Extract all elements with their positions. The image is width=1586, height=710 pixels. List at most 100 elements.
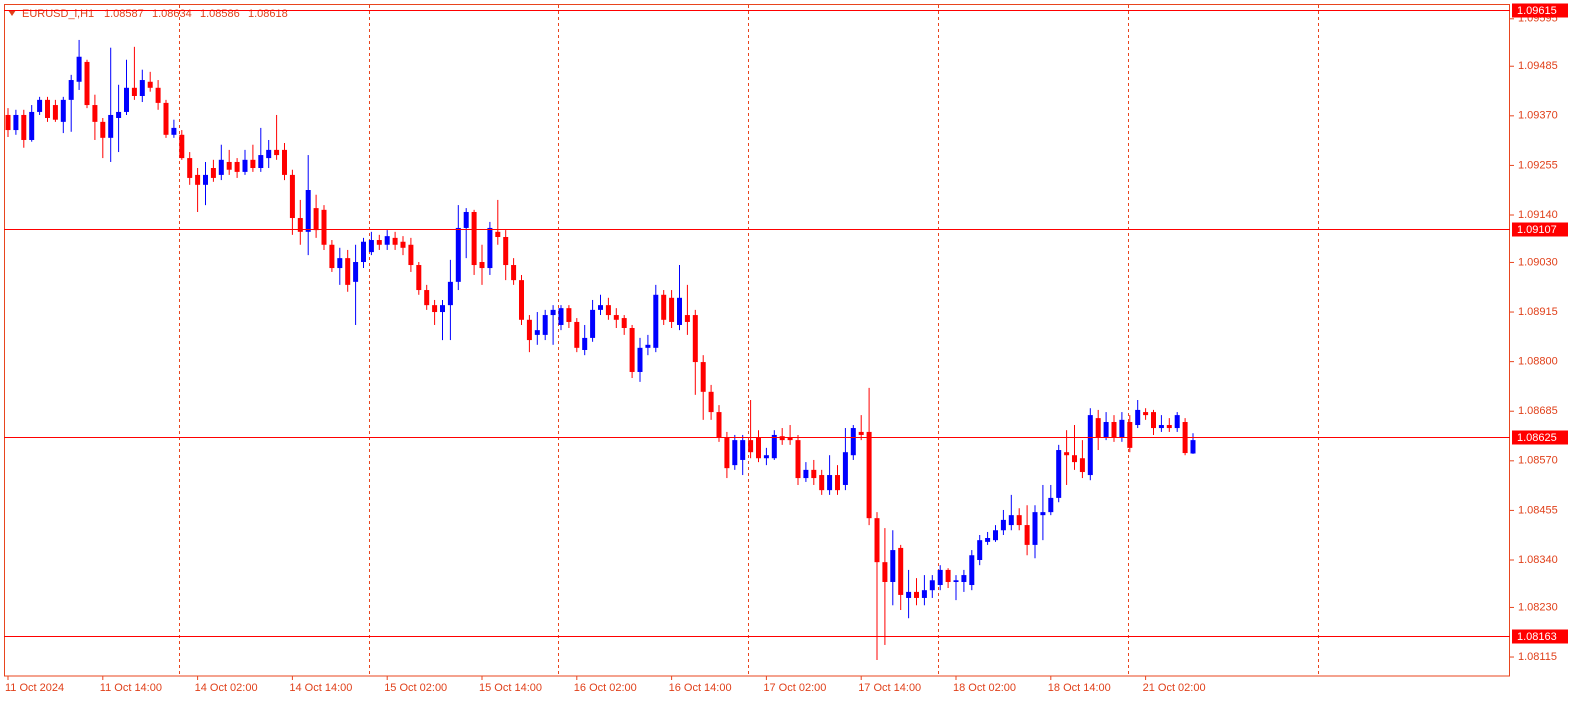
price-level-label: 1.08163 [1517, 631, 1557, 643]
candle-body [289, 174, 295, 219]
x-tick-label: 15 Oct 14:00 [479, 682, 542, 694]
candle-body [613, 315, 619, 320]
candle-body [84, 61, 90, 106]
candles [5, 39, 1196, 661]
candle-body [582, 337, 588, 350]
candle-body [1087, 415, 1093, 476]
y-tick-label: 1.09370 [1518, 110, 1558, 122]
candle-body [1024, 525, 1030, 545]
candle-body [139, 80, 145, 96]
candle-body [858, 431, 864, 435]
candle-body [645, 344, 651, 348]
y-tick-label: 1.09030 [1518, 256, 1558, 268]
candle-body [526, 319, 532, 341]
candle-body [708, 391, 714, 413]
candle-body [803, 469, 809, 479]
candle-body [376, 240, 382, 245]
price-level-box [1512, 430, 1568, 445]
candle-body [605, 305, 611, 316]
candle-body [716, 412, 722, 438]
x-tick-label: 15 Oct 02:00 [384, 682, 447, 694]
candle-body [985, 538, 991, 542]
x-tick-label: 18 Oct 02:00 [953, 682, 1016, 694]
candle-body [163, 102, 169, 135]
candle-body [692, 315, 698, 363]
candle-body [1135, 409, 1141, 426]
candle-body [37, 99, 43, 112]
candle-body [455, 227, 461, 282]
candle-body [400, 241, 406, 248]
candle-body [929, 580, 935, 591]
candle-body [1103, 422, 1109, 438]
candle-body [1119, 419, 1125, 438]
y-tick-label: 1.08455 [1518, 504, 1558, 516]
y-tick-label: 1.09485 [1518, 60, 1558, 72]
candle-body [787, 437, 793, 441]
candle-body [147, 81, 153, 88]
candle-body [519, 280, 524, 320]
candle-body [321, 209, 327, 245]
candle-body [574, 321, 580, 348]
candle-body [131, 87, 137, 96]
ohlc-low: 1.08586 [200, 8, 240, 20]
candle-body [724, 437, 730, 469]
candle-body [68, 80, 74, 100]
candle-body [1111, 422, 1117, 438]
candle-body [45, 99, 50, 118]
candle-body [621, 318, 627, 328]
candle-body [471, 211, 477, 266]
candle-body [1143, 412, 1149, 416]
y-tick-label: 1.08230 [1518, 601, 1558, 613]
candle-body [629, 327, 635, 372]
x-tick-label: 16 Oct 02:00 [574, 682, 637, 694]
y-tick-label: 1.09140 [1518, 209, 1558, 221]
candle-body [953, 580, 959, 582]
candle-body [866, 431, 872, 519]
candle-body [977, 540, 983, 560]
candle-body [1095, 418, 1101, 438]
y-tick-label: 1.08915 [1518, 306, 1558, 318]
candle-body [898, 547, 904, 595]
candle-body [669, 297, 675, 322]
candle-body [945, 569, 951, 582]
candle-body [361, 241, 366, 263]
candle-body [1151, 412, 1156, 429]
candle-body [1056, 450, 1062, 498]
candle-body [432, 305, 438, 313]
candle-body [590, 309, 596, 338]
x-tick-label: 14 Oct 02:00 [195, 682, 258, 694]
candle-body [416, 265, 422, 291]
candle-body [60, 99, 66, 122]
candle-body [1032, 512, 1038, 545]
ohlc-open: 1.08587 [104, 8, 144, 20]
candle-body [1072, 455, 1077, 463]
candle-body [124, 87, 129, 112]
y-tick-label: 1.08685 [1518, 405, 1558, 417]
candle-body [653, 294, 659, 348]
candle-body [550, 309, 556, 316]
candle-body [542, 315, 548, 335]
candle-body [914, 591, 919, 598]
candle-body [440, 305, 445, 313]
candle-body [1174, 415, 1180, 429]
x-tick-label: 18 Oct 14:00 [1048, 682, 1111, 694]
x-tick-label: 11 Oct 2024 [5, 682, 64, 694]
candle-body [258, 155, 264, 169]
candle-body [463, 211, 469, 228]
candle-body [1000, 519, 1006, 531]
candle-body [684, 315, 690, 322]
candle-body [819, 475, 825, 491]
candle-body [218, 159, 224, 175]
candle-body [1190, 440, 1196, 454]
candle-body [961, 575, 967, 582]
candle-body [1079, 458, 1085, 473]
candle-body [1048, 497, 1054, 513]
candle-body [827, 475, 833, 491]
candle-body [21, 114, 27, 140]
price-level-label: 1.09107 [1517, 224, 1557, 236]
candle-body [771, 434, 777, 459]
candle-body [700, 362, 706, 392]
candle-body [487, 227, 493, 269]
candle-body [76, 56, 82, 82]
